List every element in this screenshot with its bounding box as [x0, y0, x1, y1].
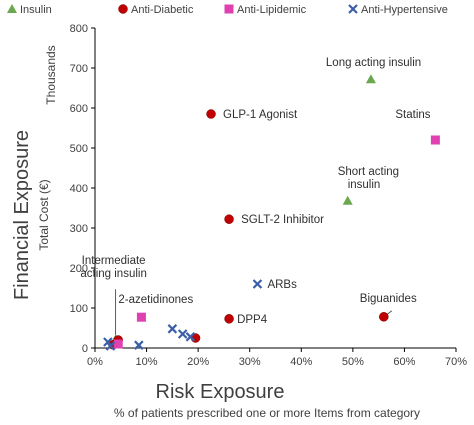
- x-tick-label: 10%: [136, 356, 158, 368]
- y-tick-label: 0: [82, 343, 88, 355]
- insulin-point: [365, 74, 376, 84]
- x-axis-subtitle: % of patients prescribed one or more Ite…: [114, 406, 420, 420]
- y-units-label: Thousands: [44, 45, 58, 104]
- x-tick-label: 40%: [290, 356, 312, 368]
- point-annotation: ARBs: [267, 279, 297, 291]
- legend-marker-anti-lipidemic: [224, 4, 234, 14]
- y-tick-label: 700: [70, 63, 88, 75]
- y-axis-subtitle: Total Cost (€): [37, 179, 51, 250]
- y-tick-label: 100: [70, 303, 88, 315]
- point-annotation: GLP-1 Agonist: [223, 109, 298, 121]
- legend-marker-anti-diabetic: [118, 4, 128, 14]
- legend-label: Anti-Hypertensive: [361, 4, 448, 16]
- anti-lipidemic-point: [113, 339, 123, 349]
- legend: Insulin Anti-Diabetic Anti-Lipidemic Anti-H…: [7, 4, 448, 16]
- x-tick-label: 30%: [239, 356, 261, 368]
- point-annotation: Intermediate: [82, 255, 146, 267]
- y-tick-label: 500: [70, 143, 88, 155]
- x-tick-label: 20%: [187, 356, 209, 368]
- tick-labels: 0 100 200 300 400 500 600 700 800 0% 10% 20% 30% 40% 5…: [70, 23, 468, 368]
- x-tick-label: 70%: [445, 356, 467, 368]
- y-axis-title: Financial Exposure: [11, 130, 33, 300]
- anti-diabetic-point: [379, 312, 389, 322]
- anti-diabetic-point: [224, 214, 234, 224]
- insulin-point: [342, 195, 353, 205]
- anti-lipidemic-point: [136, 312, 146, 322]
- point-annotation: Statins: [395, 109, 430, 121]
- anti-hypertensive-point: [105, 341, 116, 351]
- y-tick-label: 200: [70, 263, 88, 275]
- anti-lipidemic-point: [430, 135, 440, 145]
- data-points: [103, 74, 440, 351]
- anti-hypertensive-point: [252, 279, 263, 289]
- point-annotation: SGLT-2 Inhibitor: [241, 214, 324, 226]
- y-tick-label: 400: [70, 183, 88, 195]
- anti-hypertensive-point: [185, 332, 196, 342]
- x-tick-label: 50%: [342, 356, 364, 368]
- y-tick-label: 800: [70, 23, 88, 35]
- legend-label: Anti-Lipidemic: [237, 4, 307, 16]
- anti-hypertensive-point: [167, 324, 178, 334]
- point-annotation: 2-azetidinones: [118, 294, 193, 306]
- y-tick-label: 300: [70, 223, 88, 235]
- anti-diabetic-point: [224, 314, 234, 324]
- x-tick-label: 0%: [87, 356, 103, 368]
- point-annotation-line2: insulin: [348, 179, 381, 191]
- anti-diabetic-point: [206, 109, 216, 119]
- legend-label: Anti-Diabetic: [131, 4, 194, 16]
- point-annotation: Short acting: [338, 166, 399, 178]
- legend-marker-anti-hypertensive: [348, 4, 358, 14]
- point-annotation: Biguanides: [360, 293, 417, 305]
- anti-hypertensive-point: [134, 340, 144, 350]
- y-tick-label: 600: [70, 103, 88, 115]
- x-axis-title: Risk Exposure: [156, 381, 285, 403]
- point-annotation: DPP4: [237, 314, 268, 326]
- anti-hypertensive-point: [177, 329, 188, 339]
- point-annotation: Long acting insulin: [326, 57, 421, 69]
- point-annotation-line2: acting insulin: [80, 268, 146, 280]
- x-tick-label: 60%: [393, 356, 415, 368]
- legend-marker-insulin: [7, 4, 17, 13]
- legend-label: Insulin: [20, 4, 52, 16]
